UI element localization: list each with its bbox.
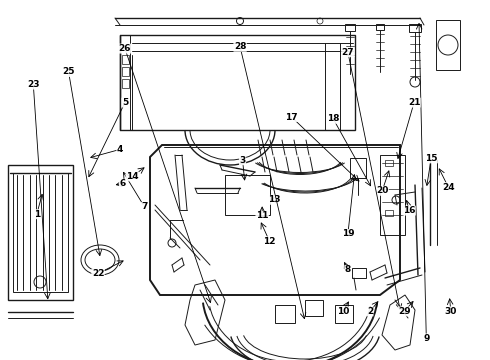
Text: 28: 28 [234,42,246,51]
Text: 3: 3 [240,156,245,165]
Text: 14: 14 [126,172,139,181]
Bar [225,175,270,215]
Text: 4: 4 [117,145,123,154]
Text: 22: 22 [92,269,104,278]
Bar [305,300,323,316]
Bar [385,210,393,216]
Bar [122,67,129,76]
Bar [409,24,421,32]
Bar [350,158,366,178]
Bar [275,305,295,323]
Bar [122,55,129,64]
Text: 1: 1 [34,210,40,219]
Text: 30: 30 [444,307,457,316]
Text: 27: 27 [342,48,354,57]
Text: 25: 25 [62,68,75,77]
Text: 19: 19 [342,230,354,238]
Text: 9: 9 [423,334,430,343]
Text: 26: 26 [119,44,131,53]
Text: 29: 29 [398,307,411,316]
Text: 15: 15 [425,154,438,163]
Text: 8: 8 [345,266,351,274]
Text: 20: 20 [376,186,389,195]
Text: 11: 11 [256,211,269,220]
Text: 5: 5 [122,98,128,107]
Text: 12: 12 [263,237,276,246]
Text: 7: 7 [141,202,148,211]
Bar [345,24,355,31]
Bar [385,160,393,166]
Text: 24: 24 [442,183,455,192]
Text: 10: 10 [337,307,349,316]
Text: 6: 6 [120,179,125,188]
Text: 13: 13 [268,195,281,204]
Bar [376,24,384,30]
Text: 18: 18 [327,114,340,123]
Text: 17: 17 [285,112,298,122]
Text: 16: 16 [403,206,416,215]
Text: 2: 2 [367,307,373,316]
Text: 23: 23 [27,80,40,89]
Bar [122,79,129,88]
Bar [352,268,366,278]
Bar [335,305,353,323]
Text: 21: 21 [408,98,420,107]
